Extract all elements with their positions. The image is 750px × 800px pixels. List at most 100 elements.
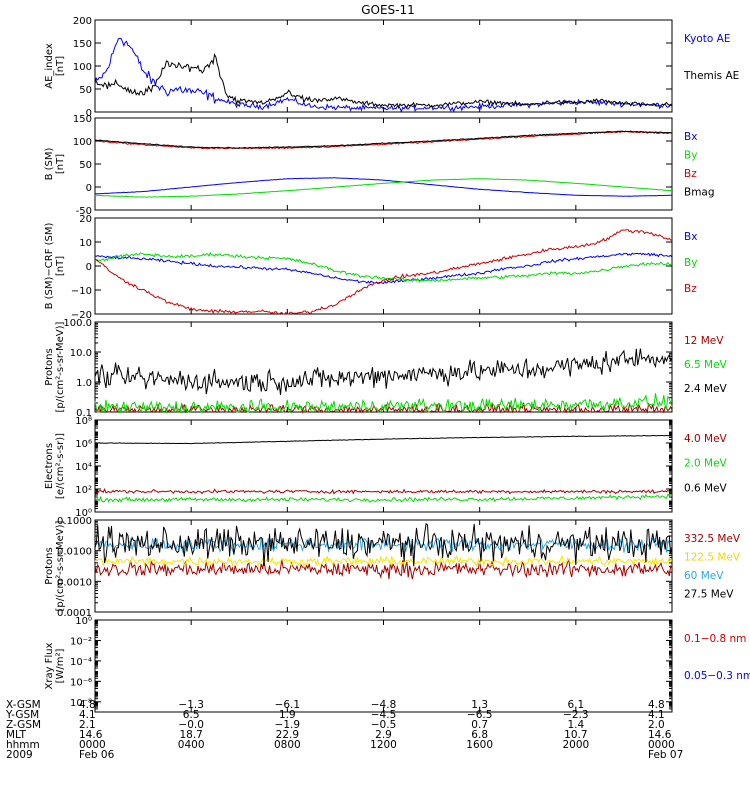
ephemeris-value: 0000	[79, 739, 106, 751]
y-axis-label: [p/(cm²-s-sr-MeV)]	[55, 321, 66, 412]
legend-27-5-mev: 27.5 MeV	[684, 589, 734, 601]
y-axis-label: B (SM)−CRF (SM)	[44, 222, 55, 309]
ephemeris-value: 0000	[648, 739, 675, 751]
panel-4: 0.1 1.0 10.0 100.0 Protons [p/(cm²-s-sr-MeV)]…	[44, 318, 728, 419]
y-tick-label: -50	[76, 206, 92, 217]
legend-kyoto-ae: Kyoto AE	[684, 33, 730, 45]
legend-by: By	[684, 150, 697, 162]
legend-bz: Bz	[684, 168, 697, 180]
ephemeris-value: 0800	[273, 739, 301, 751]
ephemeris-value: 14.6	[648, 729, 672, 741]
legend-0-1-0-8-nm: 0.1−0.8 nm	[684, 633, 746, 645]
series-line-12-mev	[94, 401, 673, 414]
y-axis-label: B (SM)	[44, 147, 55, 180]
y-axis-label: [nT]	[55, 154, 66, 174]
ephemeris-value: 22.9	[275, 729, 300, 741]
ephemeris-value: 1.4	[567, 719, 585, 731]
y-tick-label: 0.0100	[57, 547, 92, 558]
legend-332-5-mev: 332.5 MeV	[684, 533, 741, 545]
series-line-4-0-mev	[94, 488, 673, 495]
series-line-332-5-mev	[94, 558, 673, 580]
panel-6: 0.0001 0.0010 0.0100 0.1000 Protons [p/(cm²-s…	[44, 516, 741, 619]
ephemeris-row-label: hhmm	[6, 739, 40, 751]
y-tick-label: 150	[73, 114, 92, 125]
series-line-by	[94, 251, 673, 283]
ephemeris-value: −1.9	[274, 719, 301, 731]
ephemeris-value: 6.8	[471, 729, 489, 741]
panel-frame	[94, 19, 673, 113]
panel-frame	[94, 217, 673, 315]
legend-122-5-mev: 122.5 MeV	[684, 552, 741, 564]
series-line-2-4-mev	[94, 348, 673, 396]
series-line-bz	[94, 229, 673, 315]
y-tick-label: 50	[79, 160, 92, 171]
y-tick-label: 1.0	[76, 378, 92, 389]
legend-6-5-mev: 6.5 MeV	[684, 359, 728, 371]
ephemeris-value: 10.7	[564, 729, 588, 741]
legend-by: By	[684, 257, 697, 269]
series-line-bz	[94, 130, 673, 150]
ephemeris-value: −0.0	[178, 719, 204, 731]
y-tick-label: −20	[71, 310, 92, 321]
legend-bx: Bx	[684, 131, 697, 143]
y-tick-label: 10⁴	[75, 462, 92, 473]
y-tick-label: 10⁻⁶	[70, 677, 92, 688]
legend-bz: Bz	[684, 283, 697, 295]
legend-themis-ae: Themis AE	[683, 70, 739, 82]
series-line-0-6-mev	[94, 434, 673, 445]
series-line-bx	[94, 252, 673, 285]
ephemeris-value: −4.8	[370, 699, 397, 711]
legend-12-mev: 12 MeV	[684, 335, 724, 347]
ephemeris-value: −2.3	[563, 709, 589, 721]
ephemeris-value: 6.5	[182, 709, 200, 721]
ephemeris-value: −0.5	[370, 719, 397, 731]
panel-3: −20 −10 0 10 20 B (SM)−CRF (SM) [nT] Bx By Bz	[44, 214, 697, 321]
panel-5: 10⁰ 10² 10⁴ 10⁶ 10⁸ Electrons [e/(cm²-s-sr)] 4.…	[44, 416, 728, 519]
y-tick-label: 10⁶	[75, 439, 92, 450]
series-line-bmag	[94, 130, 673, 149]
y-tick-label: 100	[73, 137, 92, 148]
legend-0-6-mev: 0.6 MeV	[684, 482, 728, 494]
y-tick-label: 100	[73, 62, 92, 73]
y-axis-label: [W/m²]	[55, 648, 66, 683]
ephemeris-value: 18.7	[179, 729, 203, 741]
y-axis-label: [nT]	[55, 56, 66, 76]
series-line-60-mev	[94, 536, 673, 553]
legend-2-4-mev: 2.4 MeV	[684, 383, 728, 395]
y-tick-label: 10⁻⁴	[70, 657, 92, 668]
ephemeris-value: 2.1	[79, 719, 96, 731]
ephemeris-value: 1.9	[278, 709, 296, 721]
y-tick-label: 10.0	[70, 348, 92, 359]
ephemeris-row-label: MLT	[6, 729, 26, 741]
y-axis-label: Xray Flux	[44, 642, 55, 689]
ephemeris-value: 4.8	[79, 699, 96, 711]
y-axis-label: Protons	[44, 547, 55, 584]
page-title: GOES-11	[361, 3, 415, 17]
ephemeris-value: −6.5	[466, 709, 493, 721]
y-tick-label: 0	[86, 108, 92, 119]
y-axis-label: [p/(cm²-s-sr-MeV)]	[55, 520, 66, 611]
ephemeris-table: X-GSM Y-GSM Z-GSM MLT hhmm 2009 4.8 −1.3 −6.1 −4.…	[0, 700, 750, 795]
y-tick-label: 100.0	[63, 318, 92, 329]
date-end: Feb 07	[648, 749, 684, 761]
ephemeris-value: 0400	[177, 739, 205, 751]
ephemeris-value: 1200	[370, 739, 397, 751]
y-tick-label: 0.1	[76, 408, 92, 419]
ephemeris-value: 2000	[562, 739, 590, 751]
y-axis-label: Protons	[44, 348, 55, 385]
ephemeris-value: 0.7	[471, 719, 489, 731]
series-line-122-5-mev	[94, 554, 673, 568]
panel-7: 10⁰ 10⁻² 10⁻⁴ 10⁻⁶ 10⁻⁸ Xray Flux [W/m²] 0.1−0.…	[44, 616, 750, 713]
series-line-6-5-mev	[94, 393, 673, 414]
y-axis-label: [e/(cm²-s-sr)]	[55, 433, 66, 499]
y-tick-label: 200	[73, 16, 92, 27]
panel-frame	[94, 321, 673, 413]
y-tick-label: 20	[79, 214, 92, 225]
series-line-kyoto-ae	[94, 37, 673, 113]
ephemeris-value: 6.1	[567, 699, 585, 711]
ephemeris-value: 2.0	[648, 719, 665, 731]
legend-0-05-0-3-nm: 0.05−0.3 nm	[684, 670, 750, 682]
y-axis-label: [nT]	[55, 256, 66, 276]
